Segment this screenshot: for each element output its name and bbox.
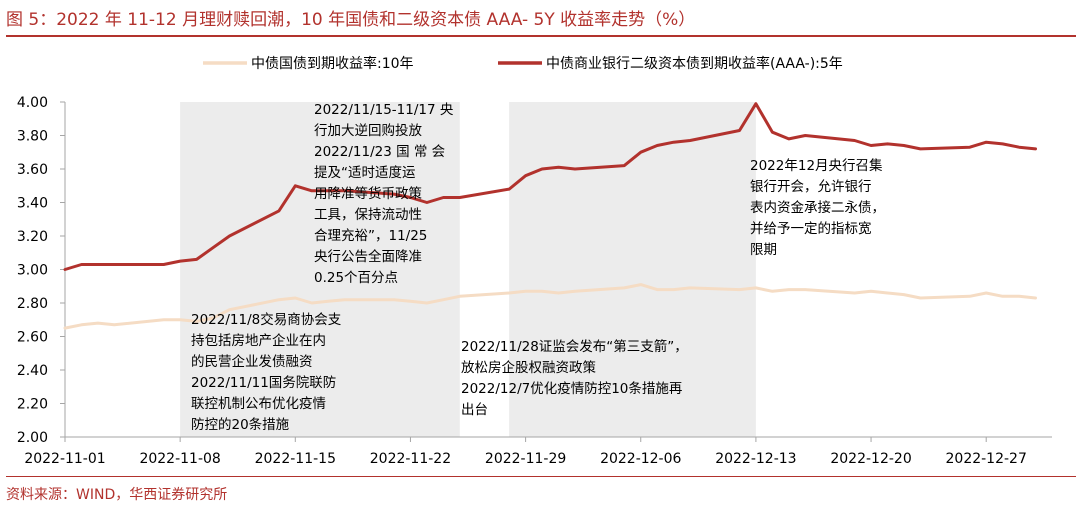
source-divider bbox=[6, 476, 1076, 477]
annotation-bank-meeting: 2022年12月央行召集 银行开会，允许银行 表内资金承接二永债， 并给予一定的… bbox=[750, 158, 885, 258]
y-tick-label: 2.00 bbox=[17, 430, 48, 446]
y-tick-label: 3.40 bbox=[17, 196, 48, 212]
y-tick-label: 3.20 bbox=[17, 229, 48, 245]
x-tick-label: 2022-11-22 bbox=[370, 451, 451, 467]
series-lines bbox=[63, 102, 1037, 330]
annotation-nafmii-policy: 2022/11/8交易商协会支 持包括房地产企业在内 的民营企业发债融资 202… bbox=[191, 312, 342, 433]
x-tick-label: 2022-11-01 bbox=[24, 451, 105, 467]
annotation-csrc-third-arrow: 2022/11/28证监会发布“第三支箭”， 放松房企股权融资政策 2022/1… bbox=[461, 339, 688, 418]
y-tick-label: 2.40 bbox=[17, 363, 48, 379]
y-tick-label: 3.00 bbox=[17, 263, 48, 279]
x-tick-label: 2022-12-27 bbox=[946, 451, 1027, 467]
chart-axes: 2.00 2.20 2.40 2.60 2.80 3.00 3.20 3.40 3.60 3.80… bbox=[17, 95, 1052, 467]
y-tick-label: 3.80 bbox=[17, 129, 48, 145]
x-tick-label: 2022-12-13 bbox=[715, 451, 796, 467]
y-tick-label: 2.80 bbox=[17, 296, 48, 312]
x-tick-label: 2022-11-08 bbox=[139, 451, 220, 467]
series-line-2 bbox=[63, 102, 1037, 271]
y-tick-label: 3.60 bbox=[17, 162, 48, 178]
legend-label-2: 中债商业银行二级资本债到期收益率(AAA-):5年 bbox=[546, 55, 843, 72]
y-tick-label: 4.00 bbox=[17, 95, 48, 111]
annotation-policy-pboc: 2022/11/15-11/17 央 行加大逆回购投放 2022/11/23 国… bbox=[314, 102, 454, 286]
chart-legend: 中债国债到期收益率:10年 中债商业银行二级资本债到期收益率(AAA-):5年 bbox=[203, 55, 843, 72]
title-divider bbox=[6, 35, 1076, 37]
x-tick-label: 2022-12-20 bbox=[830, 451, 911, 467]
series-line-1 bbox=[63, 283, 1037, 330]
x-tick-label: 2022-12-06 bbox=[600, 451, 681, 467]
figure-title: 图 5：2022 年 11-12 月理财赎回潮，10 年国债和二级资本债 AAA… bbox=[6, 10, 696, 30]
x-tick-label: 2022-11-15 bbox=[255, 451, 336, 467]
shaded-period-1 bbox=[180, 102, 460, 437]
y-tick-label: 2.20 bbox=[17, 397, 48, 413]
y-tick-label: 2.60 bbox=[17, 330, 48, 346]
figure-source: 资料来源：WIND，华西证券研究所 bbox=[6, 487, 228, 503]
x-tick-label: 2022-11-29 bbox=[485, 451, 566, 467]
legend-label-1: 中债国债到期收益率:10年 bbox=[251, 55, 414, 72]
